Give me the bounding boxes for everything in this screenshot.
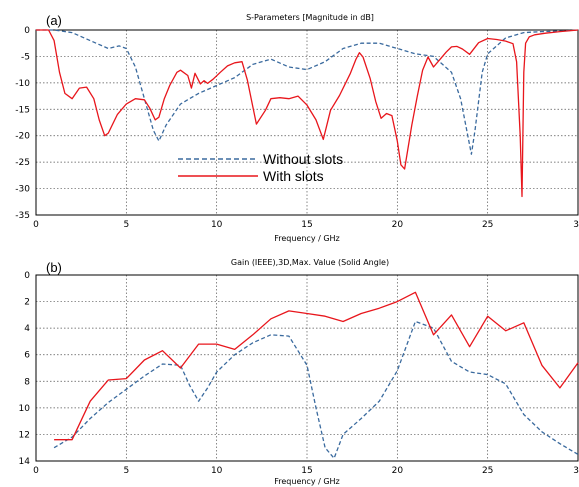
legend-label-with-slots: With slots <box>263 168 324 184</box>
y-tick-label: 12 <box>19 430 30 440</box>
y-tick-label: -30 <box>15 185 30 195</box>
x-tick-label: 5 <box>123 220 129 230</box>
x-tick-label: 25 <box>482 466 493 476</box>
y-tick-label: 0 <box>24 271 30 281</box>
x-tick-label: 10 <box>211 466 223 476</box>
series-line-with-slots <box>36 29 579 198</box>
y-tick-label: -15 <box>15 105 30 115</box>
x-tick-label: 15 <box>301 466 312 476</box>
x-tick-label: 5 <box>123 466 129 476</box>
x-tick-label: 3 <box>573 466 579 476</box>
x-tick-label: 15 <box>301 220 312 230</box>
y-tick-label: 8 <box>24 377 30 387</box>
y-tick-label: 10 <box>19 404 31 414</box>
y-tick-label: 0 <box>24 26 30 36</box>
y-tick-label: -35 <box>15 211 30 221</box>
x-tick-label: 25 <box>482 220 493 230</box>
series-a <box>36 29 579 198</box>
panel-label-b: (b) <box>46 260 62 275</box>
x-tick-label: 3 <box>573 220 579 230</box>
series-b <box>53 291 579 459</box>
chart-title-b: Gain (IEEE),3D,Max. Value (Solid Angle) <box>231 258 389 267</box>
x-axis-label-a: Frequency / GHz <box>274 234 340 243</box>
x-tick-label: 10 <box>211 220 223 230</box>
panel-label-a: (a) <box>46 13 62 28</box>
y-tick-label: -5 <box>21 52 30 62</box>
series-line-with-slots <box>54 291 579 441</box>
y-tick-label: 6 <box>24 351 30 361</box>
x-tick-label: 20 <box>392 220 404 230</box>
x-tick-label: 20 <box>392 466 404 476</box>
series-line-without-slots <box>53 320 579 459</box>
chart-s-parameters: (a) S-Parameters [Magnitude in dB] 0 -5 -1… <box>15 13 579 243</box>
y-tick-labels-a: 0 -5 -10 -15 -20 -25 -30 -35 <box>15 26 30 221</box>
chart-title-a: S-Parameters [Magnitude in dB] <box>246 13 374 22</box>
series-line-without-slots <box>36 29 579 155</box>
plot-frame-a <box>35 29 579 216</box>
x-tick-labels-a: 0 5 10 15 20 25 3 <box>33 220 579 230</box>
x-axis-label-b: Frequency / GHz <box>274 477 340 486</box>
plot-frame-b <box>35 274 579 462</box>
y-tick-label: 2 <box>24 298 30 308</box>
y-tick-labels-b: 0 2 4 6 8 10 12 14 <box>19 271 31 467</box>
x-tick-labels-b: 0 5 10 15 20 25 3 <box>33 466 579 476</box>
chart-gain: (b) Gain (IEEE),3D,Max. Value (Solid Ang… <box>19 258 579 486</box>
x-tick-label: 0 <box>33 466 39 476</box>
y-tick-label: -10 <box>15 79 30 89</box>
y-tick-label: -25 <box>15 158 30 168</box>
legend: Without slots With slots <box>178 151 343 184</box>
grid-b <box>36 275 578 461</box>
y-tick-label: -20 <box>15 132 30 142</box>
grid-a <box>36 30 578 215</box>
x-tick-label: 0 <box>33 220 39 230</box>
y-tick-label: 4 <box>24 324 30 334</box>
y-tick-label: 14 <box>19 457 31 467</box>
legend-label-without-slots: Without slots <box>263 151 343 167</box>
